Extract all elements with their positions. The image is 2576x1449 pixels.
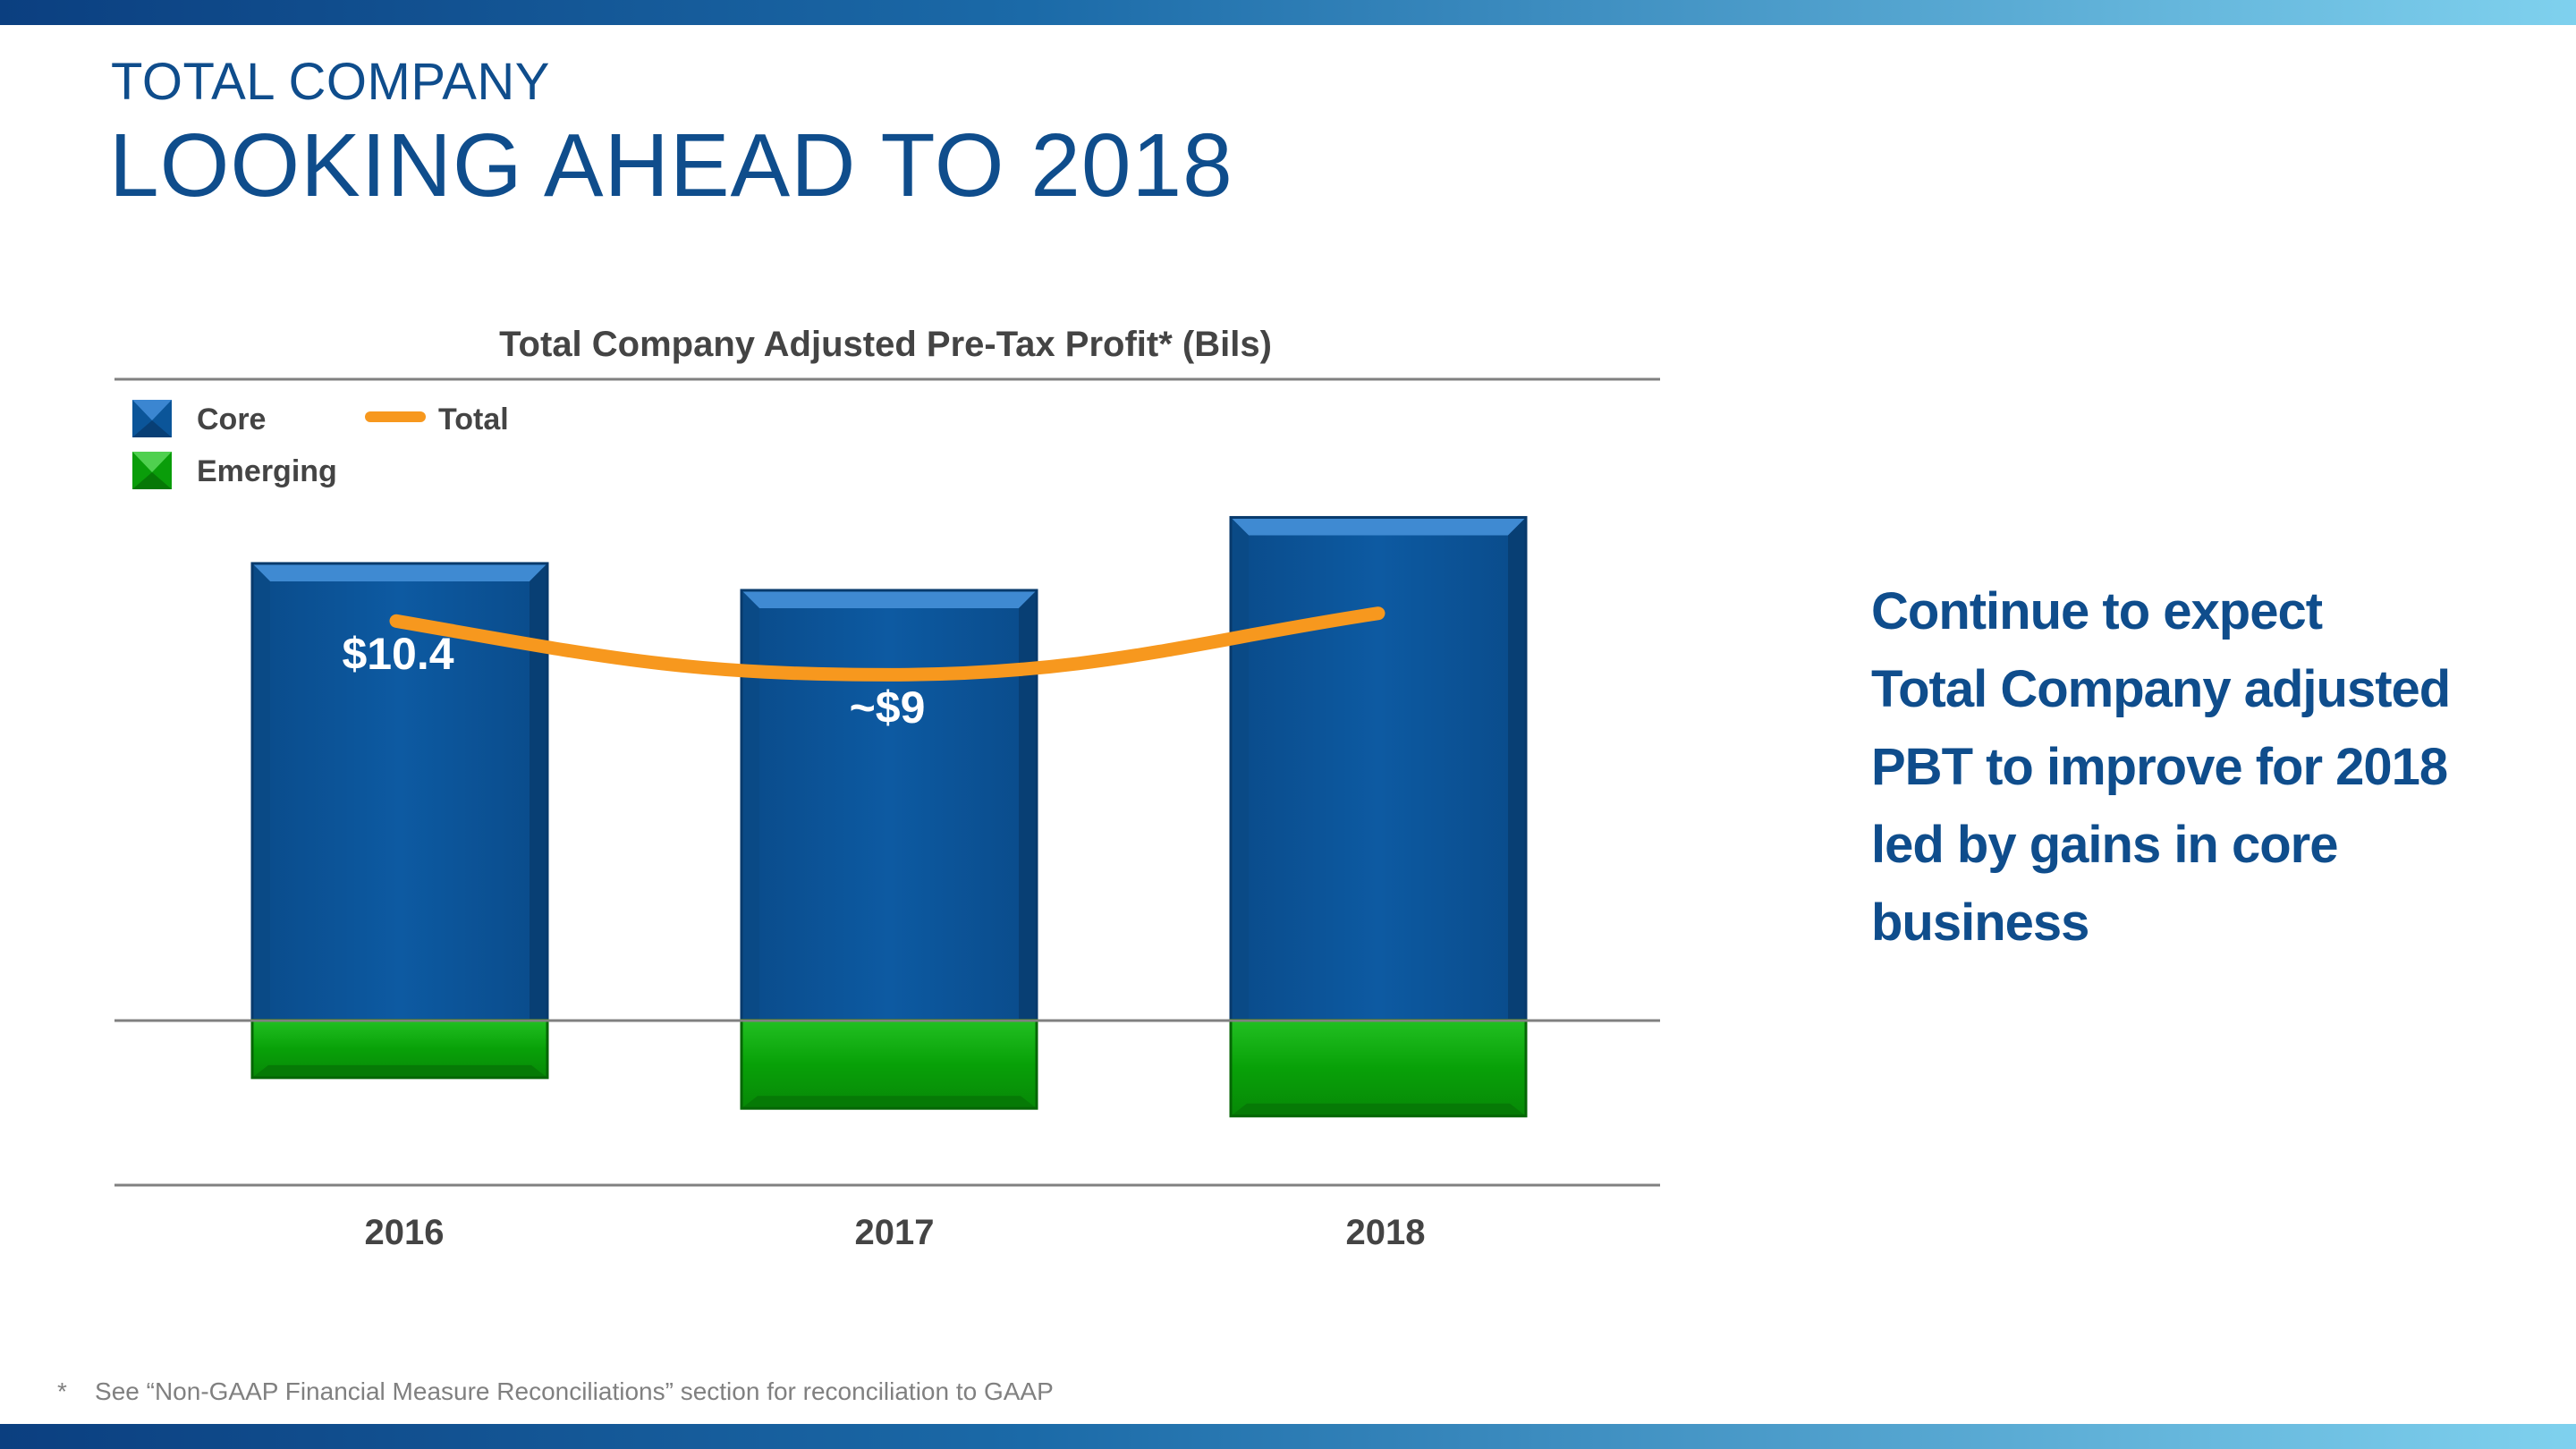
callout-line: PBT to improve for 2018 — [1871, 738, 2448, 796]
page-title: LOOKING AHEAD TO 2018 — [109, 115, 1233, 216]
legend-core-swatch — [132, 400, 172, 437]
emerging-bar — [740, 1019, 1038, 1110]
section-kicker: TOTAL COMPANY — [111, 53, 550, 111]
bars-layer — [250, 515, 1528, 1118]
legend-emerging-swatch — [132, 452, 172, 489]
x-axis-ticks: 2016 2017 2018 — [365, 1213, 1426, 1252]
emerging-bar — [250, 1019, 549, 1080]
core-bar — [740, 589, 1038, 1022]
callout-line: Total Company adjusted — [1871, 660, 2451, 718]
legend-core-label: Core — [197, 402, 266, 436]
bar-data-label: $10.4 — [342, 629, 453, 679]
callout-line: led by gains in core — [1871, 816, 2338, 874]
footnote-spacer — [74, 1377, 89, 1405]
footnote-text: See “Non-GAAP Financial Measure Reconcil… — [95, 1377, 1054, 1405]
callout-text: Continue to expect Total Company adjuste… — [1871, 572, 2515, 962]
total-line — [389, 606, 1385, 682]
x-tick-label: 2018 — [1346, 1213, 1426, 1252]
legend-total-label: Total — [438, 402, 509, 436]
emerging-bar — [1229, 1019, 1528, 1118]
data-labels-layer: $10.4 ~$9 — [342, 629, 925, 733]
total-line-layer — [389, 606, 1385, 682]
legend: Core Total Emerging — [132, 400, 509, 489]
callout-line: Continue to expect — [1871, 582, 2323, 640]
chart-title: Total Company Adjusted Pre-Tax Profit* (… — [499, 325, 1272, 364]
x-tick-label: 2017 — [855, 1213, 935, 1252]
x-tick-label: 2016 — [365, 1213, 445, 1252]
bottom-gradient-band — [0, 1424, 2576, 1449]
top-gradient-band — [0, 0, 2576, 25]
callout-line: business — [1871, 894, 2089, 952]
footnote-marker: * — [57, 1377, 67, 1405]
core-bar — [250, 562, 549, 1022]
legend-emerging-label: Emerging — [197, 454, 337, 488]
footnote: * See “Non-GAAP Financial Measure Reconc… — [57, 1377, 1054, 1406]
core-bar — [1229, 515, 1528, 1022]
bar-data-label: ~$9 — [850, 682, 926, 733]
